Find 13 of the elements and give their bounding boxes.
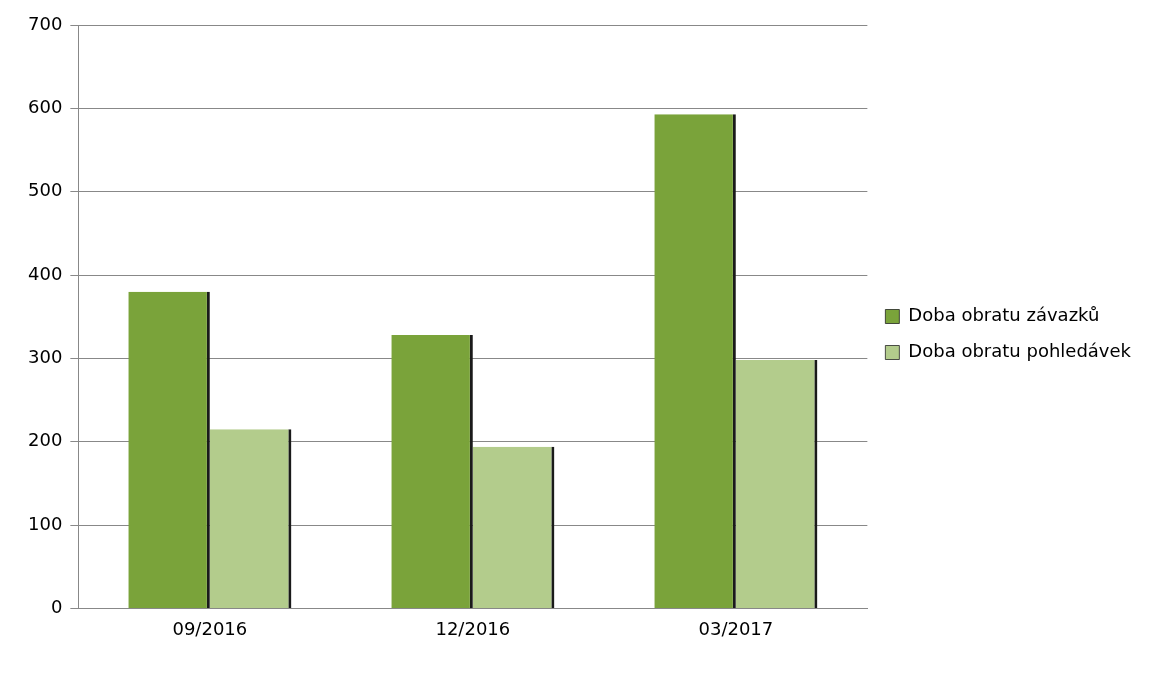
y-tick-label: 600 bbox=[28, 96, 63, 118]
y-tick-label: 500 bbox=[28, 179, 63, 201]
y-tick-label: 400 bbox=[28, 262, 63, 284]
y-tick-label: 100 bbox=[28, 512, 63, 534]
x-tick-label: 12/2016 bbox=[435, 617, 511, 639]
x-tick-label: 09/2016 bbox=[172, 617, 248, 639]
y-tick-label: 700 bbox=[28, 12, 63, 34]
y-tick-label: 300 bbox=[28, 346, 63, 368]
y-tick-label: 0 bbox=[50, 596, 63, 618]
y-tick-label: 200 bbox=[28, 429, 63, 451]
legend-label: Doba obratu pohledávek bbox=[908, 340, 1132, 362]
x-tick-label: 03/2017 bbox=[698, 617, 774, 639]
legend-label: Doba obratu závazků bbox=[908, 304, 1100, 326]
